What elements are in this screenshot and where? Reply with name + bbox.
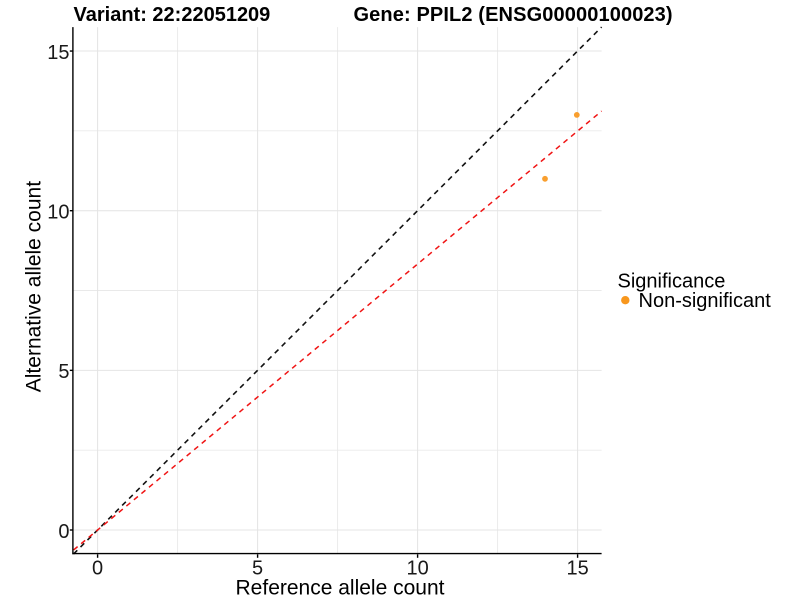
svg-text:0: 0 <box>58 521 69 543</box>
svg-text:0: 0 <box>92 558 103 580</box>
svg-text:15: 15 <box>47 42 69 64</box>
svg-text:5: 5 <box>252 558 263 580</box>
svg-text:Gene: PPIL2 (ENSG00000100023): Gene: PPIL2 (ENSG00000100023) <box>354 4 673 26</box>
svg-text:Variant: 22:22051209: Variant: 22:22051209 <box>74 4 271 26</box>
svg-text:10: 10 <box>406 558 428 580</box>
svg-text:Alternative allele count: Alternative allele count <box>23 181 46 392</box>
svg-text:Reference allele count: Reference allele count <box>236 577 445 600</box>
svg-text:15: 15 <box>566 558 588 580</box>
svg-text:5: 5 <box>58 361 69 383</box>
svg-text:Non-significant: Non-significant <box>639 290 772 312</box>
svg-text:10: 10 <box>47 202 69 224</box>
svg-text:Significance: Significance <box>618 270 726 292</box>
